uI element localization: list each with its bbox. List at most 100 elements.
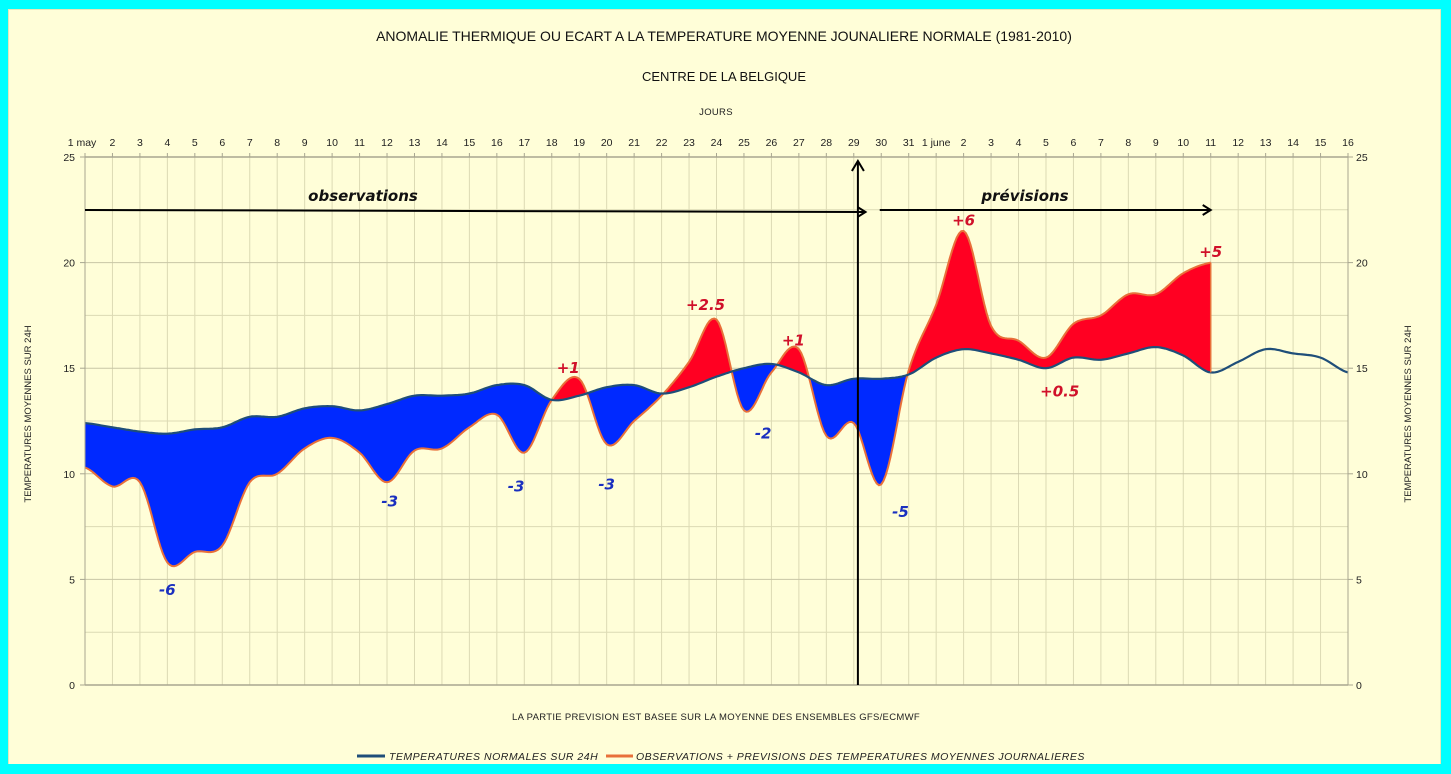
anomaly-label: -2 (755, 425, 772, 443)
above-normal-area (907, 230, 1211, 375)
x-tick-label: 4 (164, 137, 170, 149)
x-tick-label: 9 (302, 137, 308, 149)
normal-temperature-line (84, 346, 1349, 435)
below-normal-area (731, 363, 778, 412)
anomaly-label: -3 (598, 475, 615, 493)
x-tick-label: 7 (1098, 137, 1104, 149)
x-tick-label: 27 (793, 137, 805, 149)
x-tick-label: 28 (820, 137, 832, 149)
y-tick-label-left: 20 (63, 258, 75, 270)
x-tick-label: 30 (875, 137, 887, 149)
x-tick-label: 18 (546, 137, 558, 149)
x-tick-label: 12 (1232, 137, 1244, 149)
y-tick-label-left: 5 (69, 574, 75, 586)
y-tick-label-left: 15 (63, 363, 75, 375)
chart-frame (8, 9, 1441, 766)
y-axis-title-right: TEMPERATURES MOYENNES SUR 24H (1403, 325, 1414, 502)
y-tick-label-right: 5 (1356, 574, 1362, 586)
x-tick-label: 2 (961, 137, 967, 149)
x-tick-label: 26 (766, 137, 778, 149)
y-tick-label-left: 25 (63, 152, 75, 164)
x-tick-label: 8 (274, 137, 280, 149)
y-axis-title-left: TEMPERATURES MOYENNES SUR 24H (23, 325, 34, 502)
x-tick-labels: 1 may 2 3 4 5 6 7 8 9 10 11 12 13 14 15 16 17 18 19 20 21 22 2… (68, 137, 1354, 149)
y-tick-label-right: 10 (1356, 469, 1368, 481)
arrow-right-icon (1202, 204, 1213, 216)
x-tick-label: 17 (518, 137, 530, 149)
anomaly-label: -6 (159, 581, 176, 599)
series-lines (84, 229, 1349, 568)
y-tick-label-right: 25 (1356, 152, 1368, 164)
x-tick-label: 19 (573, 137, 585, 149)
anomaly-label: +1 (557, 359, 580, 377)
x-tick-label: 1 may (68, 137, 97, 149)
bottom-border (0, 764, 1451, 774)
x-tick-label: 16 (491, 137, 503, 149)
phase-arrows: observations prévisions (84, 159, 1213, 685)
x-tick-label: 11 (1205, 137, 1216, 149)
x-tick-label: 5 (192, 137, 198, 149)
phase-label: observations (308, 187, 418, 205)
x-tick-label: 20 (601, 137, 613, 149)
x-tick-label: 2 (110, 137, 116, 149)
x-tick-label: 22 (656, 137, 668, 149)
anomaly-label: +2.5 (686, 296, 725, 314)
x-tick-label: 6 (1071, 137, 1077, 149)
x-tick-label: 8 (1125, 137, 1131, 149)
x-tick-label: 15 (464, 137, 476, 149)
x-tick-label: 3 (988, 137, 994, 149)
x-tick-label: 11 (354, 137, 365, 149)
x-tick-label: 31 (903, 137, 915, 149)
below-normal-area (85, 383, 552, 567)
anomaly-label: +6 (952, 211, 975, 229)
x-tick-label: 13 (409, 137, 421, 149)
x-tick-label: 14 (1287, 137, 1299, 149)
anomaly-label: +5 (1199, 243, 1222, 261)
x-tick-label: 7 (247, 137, 253, 149)
above-normal-area (551, 376, 587, 401)
y-tick-label-right: 15 (1356, 363, 1368, 375)
anomaly-label: +0.5 (1040, 382, 1079, 400)
x-tick-label: 6 (219, 137, 225, 149)
y-tick-label-right: 20 (1356, 258, 1368, 270)
x-tick-label: 9 (1153, 137, 1159, 149)
y-tick-label-left: 10 (63, 469, 75, 481)
x-tick-label: 10 (326, 137, 338, 149)
x-tick-label: 29 (848, 137, 860, 149)
x-tick-label: 23 (683, 137, 695, 149)
x-tick-label: 1 june (922, 137, 951, 149)
y-tick-labels: 0 0 5 5 10 10 15 15 20 20 25 25 (63, 152, 1368, 692)
x-tick-label: 10 (1177, 137, 1189, 149)
arrow-right-icon (856, 206, 868, 218)
x-tick-label: 24 (711, 137, 723, 149)
y-tick-label-left: 0 (69, 680, 75, 692)
x-tick-label: 14 (436, 137, 448, 149)
x-tick-label: 13 (1260, 137, 1272, 149)
phase-label: prévisions (980, 187, 1068, 205)
axes (84, 153, 1349, 686)
x-axis-title: JOURS (699, 107, 733, 118)
y-tick-label-right: 0 (1356, 680, 1362, 692)
anomaly-label: +1 (782, 332, 805, 350)
x-tick-label: 15 (1315, 137, 1327, 149)
footnote: LA PARTIE PREVISION EST BASEE SUR LA MOY… (512, 712, 920, 723)
legend: TEMPERATURES NORMALES SUR 24H OBSERVATION… (357, 751, 1085, 763)
anomaly-label: -5 (892, 503, 909, 521)
phase-arrow-line (84, 209, 866, 213)
x-tick-label: 21 (628, 137, 640, 149)
x-tick-label: 12 (381, 137, 393, 149)
anomaly-labels: -6 -3 -3 -3 +1 +2.5 -2 +1 -5 +6 +0.5 +5 (159, 211, 1222, 599)
x-tick-label: 16 (1342, 137, 1354, 149)
legend-label-observations: OBSERVATIONS + PREVISIONS DES TEMPERATUR… (636, 751, 1085, 763)
below-normal-area (586, 384, 664, 446)
legend-label-normal: TEMPERATURES NORMALES SUR 24H (389, 751, 598, 763)
anomaly-label: -3 (381, 492, 398, 510)
chart-title: ANOMALIE THERMIQUE OU ECART A LA TEMPERA… (376, 28, 1072, 44)
chart-subtitle: CENTRE DE LA BELGIQUE (642, 69, 806, 84)
x-tick-label: 4 (1016, 137, 1022, 149)
anomaly-label: -3 (508, 477, 525, 495)
observations-forecast-line (84, 229, 1211, 568)
x-tick-label: 3 (137, 137, 143, 149)
x-tick-label: 25 (738, 137, 750, 149)
